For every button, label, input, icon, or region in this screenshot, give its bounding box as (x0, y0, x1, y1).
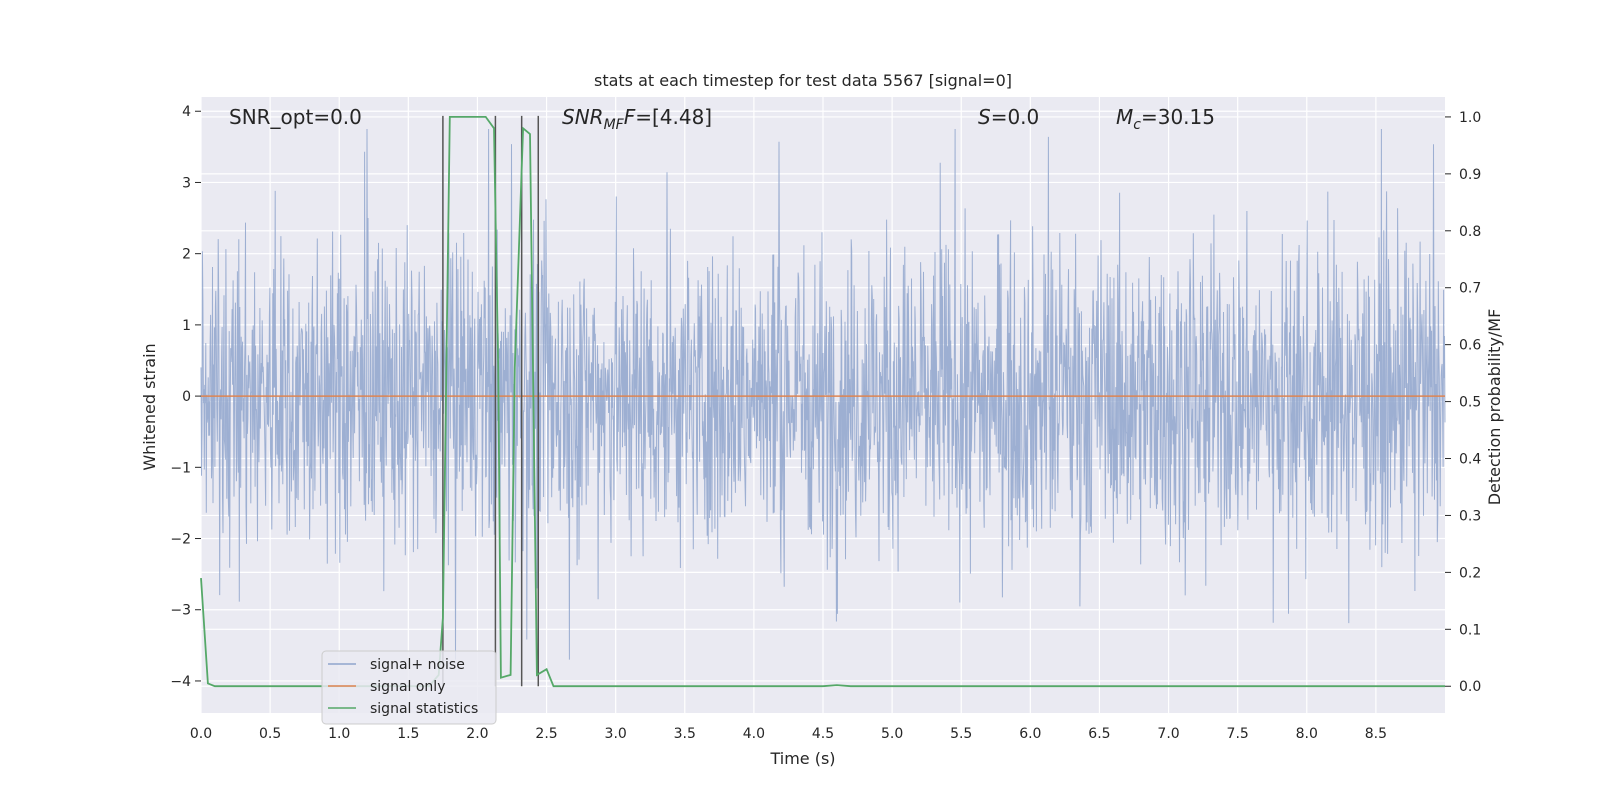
annotation-mc-value: =30.15 (1141, 105, 1215, 129)
legend-label-noise: signal+ noise (370, 657, 465, 673)
x-axis-label: Time (s) (769, 749, 835, 768)
x-tick-label: 8.5 (1365, 726, 1387, 742)
chart-title: stats at each timestep for test data 556… (594, 71, 1012, 90)
x-tick-label: 0.0 (190, 726, 212, 742)
x-tick-label: 8.0 (1296, 726, 1318, 742)
annotation-mc-main: M (1116, 105, 1133, 129)
y-tick-label: −1 (170, 460, 191, 476)
y2-tick-label: 0.3 (1459, 508, 1481, 524)
x-tick-label: 0.5 (259, 726, 281, 742)
annotation-snr-mf-sub: MF (604, 117, 625, 133)
x-tick-label: 2.5 (535, 726, 557, 742)
y-tick-label: 0 (182, 389, 191, 405)
annotation-s-value: =0.0 (991, 105, 1040, 129)
y2-tick-label: 0.1 (1459, 622, 1481, 638)
x-tick-label: 5.5 (950, 726, 972, 742)
annotation-snr-mf-main: SNR (562, 105, 604, 129)
x-tick-label: 6.0 (1019, 726, 1041, 742)
vertical-markers (442, 115, 540, 687)
annotation-snr-opt: SNR_opt=0.0 (229, 105, 362, 129)
x-tick-label: 7.0 (1157, 726, 1179, 742)
y-tick-label: 3 (182, 175, 191, 191)
x-tick-label: 6.5 (1088, 726, 1110, 742)
y2-tick-label: 0.9 (1459, 167, 1481, 183)
x-tick-label: 4.0 (743, 726, 765, 742)
y-tick-label: 4 (182, 104, 191, 120)
x-tick-label: 7.5 (1227, 726, 1249, 742)
y-axis-label: Whitened strain (140, 343, 159, 470)
y-tick-label: 1 (182, 318, 191, 334)
annotation-s: S=0.0 (978, 105, 1039, 129)
y-tick-label: −4 (170, 674, 191, 690)
x-tick-label: 3.0 (605, 726, 627, 742)
y2-axis-ticks: 1.0 0.9 0.8 0.7 0.6 0.5 0.4 0.3 0.2 0.1 0.0 (1445, 110, 1481, 695)
y2-tick-label: 0.0 (1459, 679, 1481, 695)
y2-axis-label: Detection probability/MF (1485, 309, 1504, 506)
y2-tick-label: 1.0 (1459, 110, 1481, 126)
y2-tick-label: 0.6 (1459, 338, 1481, 354)
x-tick-label: 4.5 (812, 726, 834, 742)
y-tick-label: −3 (170, 603, 191, 619)
x-tick-label: 1.0 (328, 726, 350, 742)
x-tick-label: 1.5 (397, 726, 419, 742)
y-tick-label: −2 (170, 532, 191, 548)
y2-tick-label: 0.7 (1459, 281, 1481, 297)
annotation-snr-mf: SNRMFF=[4.48] (562, 105, 712, 133)
y-axis-ticks: 4 3 2 1 0 −1 −2 −3 −4 (170, 104, 201, 690)
x-tick-label: 2.0 (466, 726, 488, 742)
y2-tick-label: 0.2 (1459, 565, 1481, 581)
annotation-snr-mf-f: F (624, 105, 636, 129)
y2-tick-label: 0.4 (1459, 452, 1481, 468)
legend-label-signal: signal only (370, 679, 445, 695)
x-tick-label: 3.5 (674, 726, 696, 742)
x-tick-label: 5.0 (881, 726, 903, 742)
legend-label-stats: signal statistics (370, 701, 478, 717)
annotation-mc-sub: c (1133, 117, 1141, 133)
annotation-s-main: S (978, 105, 991, 129)
y-tick-label: 2 (182, 247, 191, 263)
y2-tick-label: 0.5 (1459, 395, 1481, 411)
x-axis-ticks: 0.0 0.5 1.0 1.5 2.0 2.5 3.0 3.5 4.0 4.5 5.0 5.5 6.0 6… (190, 726, 1387, 742)
legend-frame (321, 650, 497, 725)
annotation-mc: Mc=30.15 (1116, 105, 1215, 133)
legend: signal+ noise signal only signal statist… (321, 650, 497, 725)
y2-tick-label: 0.8 (1459, 224, 1481, 240)
annotation-snr-mf-value: =[4.48] (635, 105, 712, 129)
